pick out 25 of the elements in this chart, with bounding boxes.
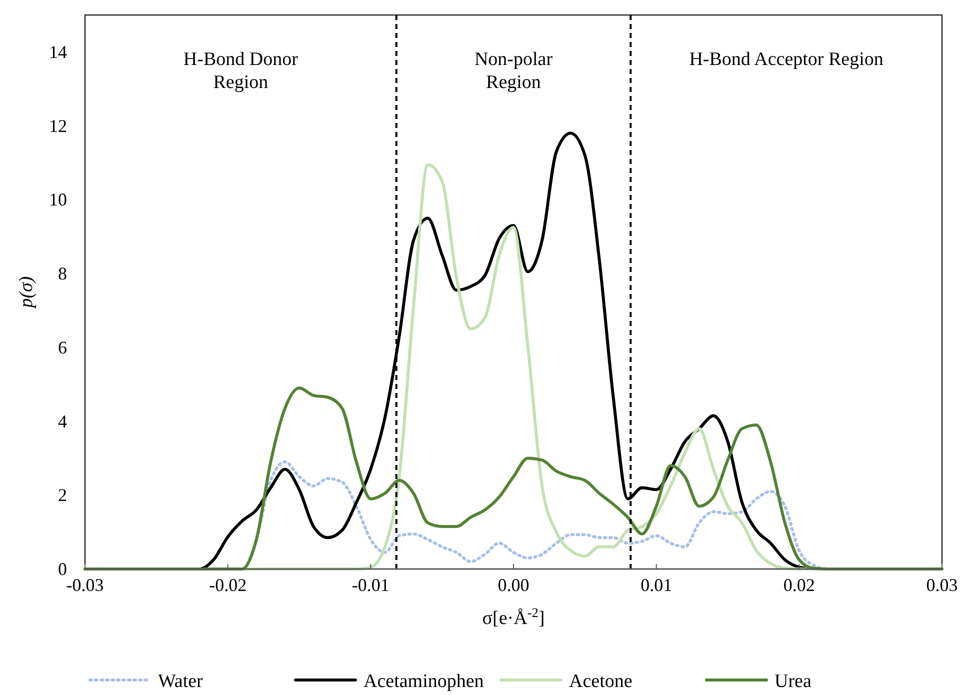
annotation: Non-polar Region — [474, 49, 554, 93]
x-tick-label: -0.02 — [209, 575, 247, 595]
y-tick-label: 14 — [49, 42, 67, 62]
annotation: H-Bond Acceptor Region — [689, 49, 884, 70]
y-axis-title: p(σ) — [16, 276, 37, 310]
x-axis-title: σ[e·Å$^{-2}$] — [482, 604, 545, 629]
legend-label: Urea — [774, 671, 812, 692]
line-series — [84, 386, 944, 570]
y-tick-label: 10 — [49, 190, 67, 210]
x-tick-label: -0.01 — [352, 575, 390, 595]
y-tick-label: 6 — [58, 337, 67, 358]
y-tick-label: 0 — [58, 559, 67, 579]
x-tick-label: 0.02 — [783, 575, 815, 595]
legend-label: Water — [158, 671, 204, 692]
annotation: H-Bond Donor Region — [183, 49, 299, 93]
y-tick-label: 2 — [58, 485, 67, 506]
x-tick-label: 0.01 — [640, 575, 672, 595]
legend-label: Acetaminophen — [364, 671, 484, 692]
legend-label: Acetone — [569, 671, 632, 692]
y-tick-label: 12 — [49, 116, 67, 136]
x-tick-label: -0.03 — [66, 575, 104, 595]
x-tick-label: 0.03 — [926, 575, 958, 595]
x-tick-label: 0.00 — [498, 575, 530, 595]
y-tick-label: 4 — [58, 411, 67, 432]
y-tick-label: 8 — [58, 264, 67, 284]
